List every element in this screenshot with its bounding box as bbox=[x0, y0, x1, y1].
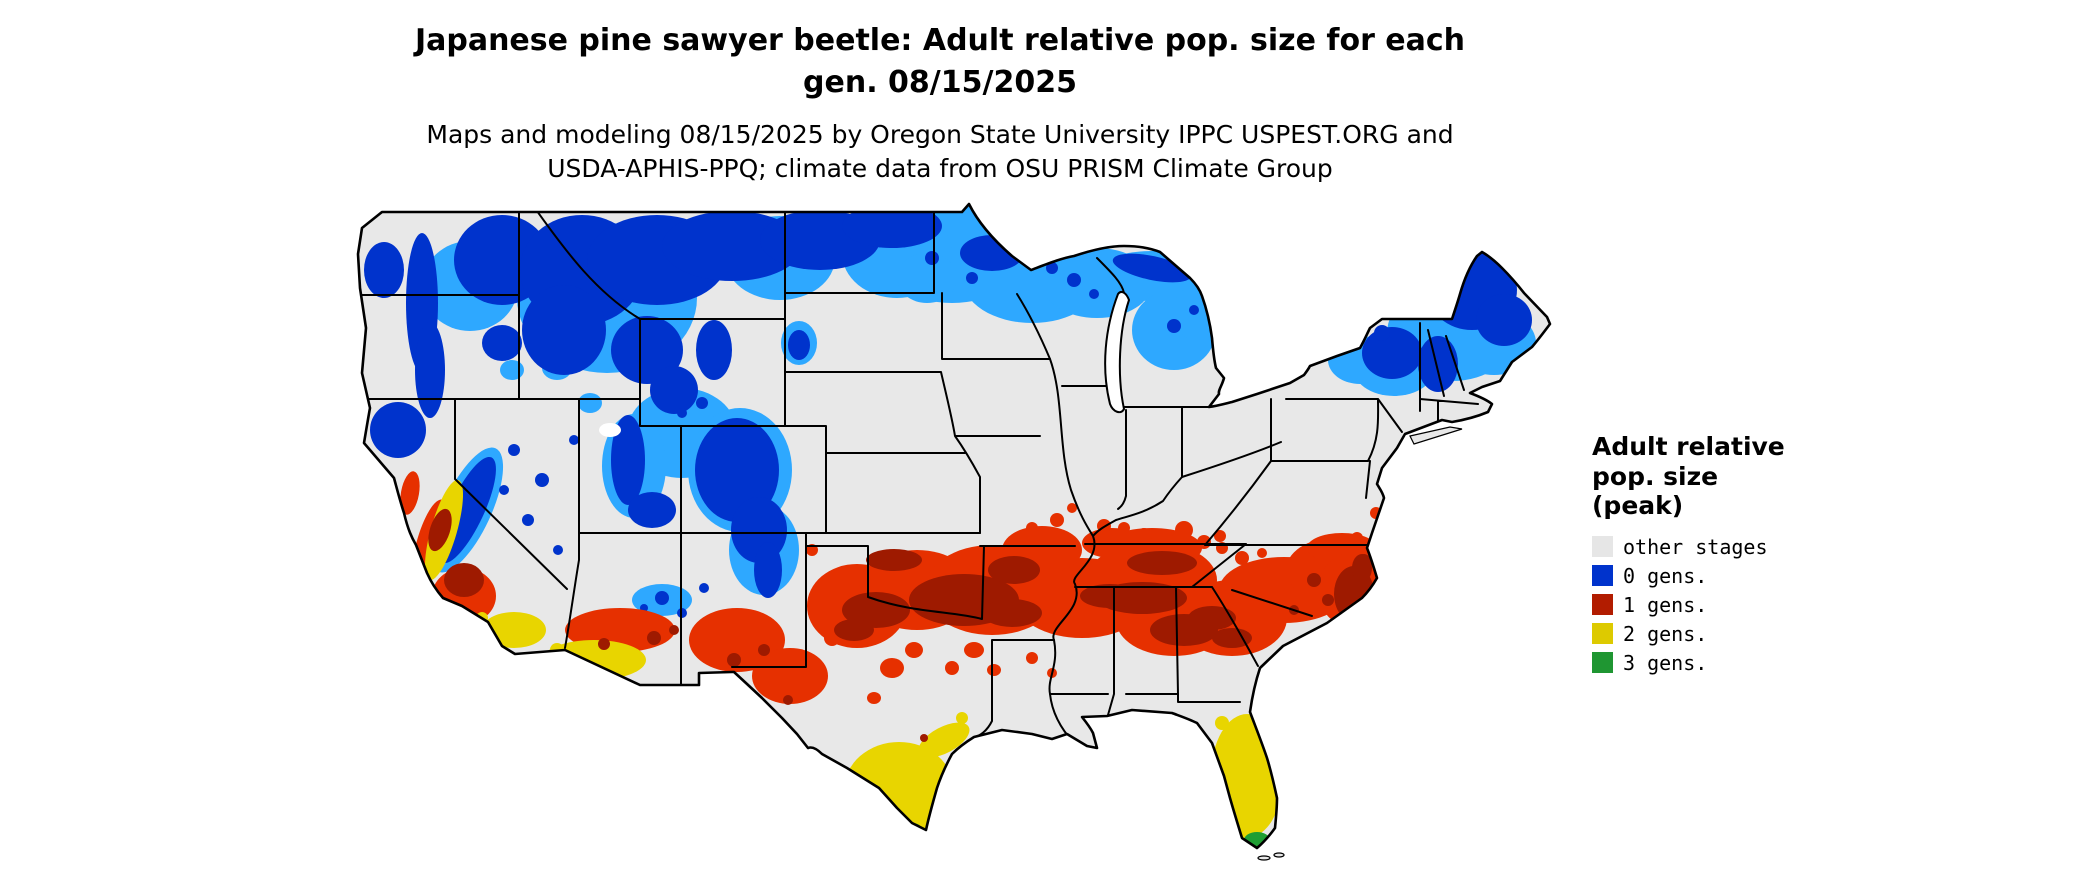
legend-items: other stages 0 gens. 1 gens. 2 gens. 3 g… bbox=[1592, 535, 1832, 675]
legend-item: 1 gens. bbox=[1592, 593, 1832, 617]
legend-swatch bbox=[1592, 594, 1613, 615]
attribution-line-1: Maps and modeling 08/15/2025 by Oregon S… bbox=[426, 120, 1454, 149]
legend-item: 3 gens. bbox=[1592, 651, 1832, 675]
legend-title-line-3: (peak) bbox=[1592, 491, 1684, 520]
legend-swatch bbox=[1592, 652, 1613, 673]
map-attribution: Maps and modeling 08/15/2025 by Oregon S… bbox=[0, 118, 1880, 186]
legend-item: 2 gens. bbox=[1592, 622, 1832, 646]
legend-swatch bbox=[1592, 623, 1613, 644]
legend-title: Adult relative pop. size (peak) bbox=[1592, 432, 1832, 521]
legend-item-label: 3 gens. bbox=[1623, 650, 1708, 675]
legend-swatch bbox=[1592, 565, 1613, 586]
legend-panel: Adult relative pop. size (peak) other st… bbox=[1592, 432, 1832, 675]
legend-item-label: 0 gens. bbox=[1623, 563, 1708, 588]
page-title: Japanese pine sawyer beetle: Adult relat… bbox=[0, 20, 1880, 104]
legend-item-label: other stages bbox=[1623, 534, 1768, 559]
us-generation-map bbox=[352, 198, 1557, 878]
legend-title-line-2: pop. size bbox=[1592, 461, 1719, 491]
great-salt-lake bbox=[599, 423, 621, 437]
state-borders bbox=[361, 210, 1479, 744]
legend-swatch bbox=[1592, 536, 1613, 557]
legend-item-label: 1 gens. bbox=[1623, 592, 1708, 617]
map-region-3-gens bbox=[897, 813, 1271, 848]
legend-item-label: 2 gens. bbox=[1623, 621, 1708, 646]
legend-title-line-1: Adult relative bbox=[1592, 432, 1785, 461]
title-line-1: Japanese pine sawyer beetle: Adult relat… bbox=[414, 23, 1466, 58]
florida-keys bbox=[1257, 852, 1285, 861]
title-line-2: gen. 08/15/2025 bbox=[803, 65, 1077, 100]
attribution-line-2: USDA-APHIS-PPQ; climate data from OSU PR… bbox=[547, 153, 1333, 183]
long-island bbox=[1409, 426, 1463, 445]
map-region-1-gens-dark bbox=[428, 508, 1374, 742]
legend-item: other stages bbox=[1592, 535, 1832, 559]
legend-item: 0 gens. bbox=[1592, 564, 1832, 588]
lake-michigan bbox=[1104, 291, 1131, 414]
us-map-svg bbox=[356, 202, 1552, 861]
